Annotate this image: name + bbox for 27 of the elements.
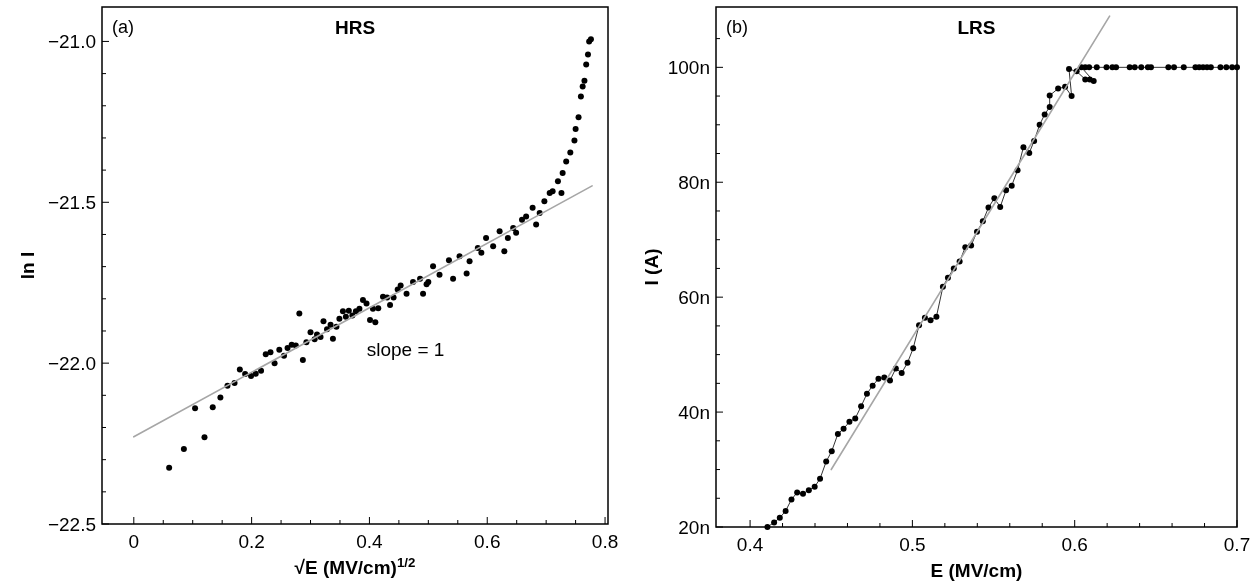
y-axis-title: ln I — [17, 251, 38, 280]
x-tick-label: 0.6 — [1061, 534, 1088, 555]
x-tick-label: 0 — [128, 531, 140, 552]
y-tick-label: −21.5 — [47, 191, 96, 213]
y-tick-label: −22.0 — [47, 352, 96, 374]
y-tick-label: 60n — [678, 286, 710, 308]
y-tick-label: 40n — [678, 401, 710, 423]
y-tick-label: −22.5 — [47, 513, 96, 535]
x-axis-title: E (MV/cm) — [930, 560, 1023, 581]
x-axis-title: √E (MV/cm)$^{1/2}$ — [294, 554, 416, 578]
annotation: (a) — [112, 17, 134, 37]
x-tick-label: 0.6 — [474, 531, 501, 552]
x-tick-label: 0.7 — [1223, 534, 1251, 555]
x-tick-label: 0.5 — [899, 534, 926, 555]
text: LRS — [957, 17, 996, 38]
annotation: (b) — [726, 17, 748, 37]
x-tick-label: 0.4 — [736, 534, 764, 555]
text: HRS — [334, 17, 376, 38]
x-tick-label: 0.4 — [356, 531, 384, 552]
x-tick-label: 0.2 — [238, 531, 265, 552]
y-tick-label: 80n — [678, 171, 710, 193]
x-tick-label: 0.8 — [591, 531, 619, 552]
y-tick-label: −21.0 — [47, 31, 96, 53]
y-axis-title: I (A) — [641, 248, 662, 286]
y-tick-label: 100n — [667, 56, 710, 78]
y-tick-label: 20n — [678, 516, 710, 538]
annotation: slope = 1 — [366, 338, 445, 360]
